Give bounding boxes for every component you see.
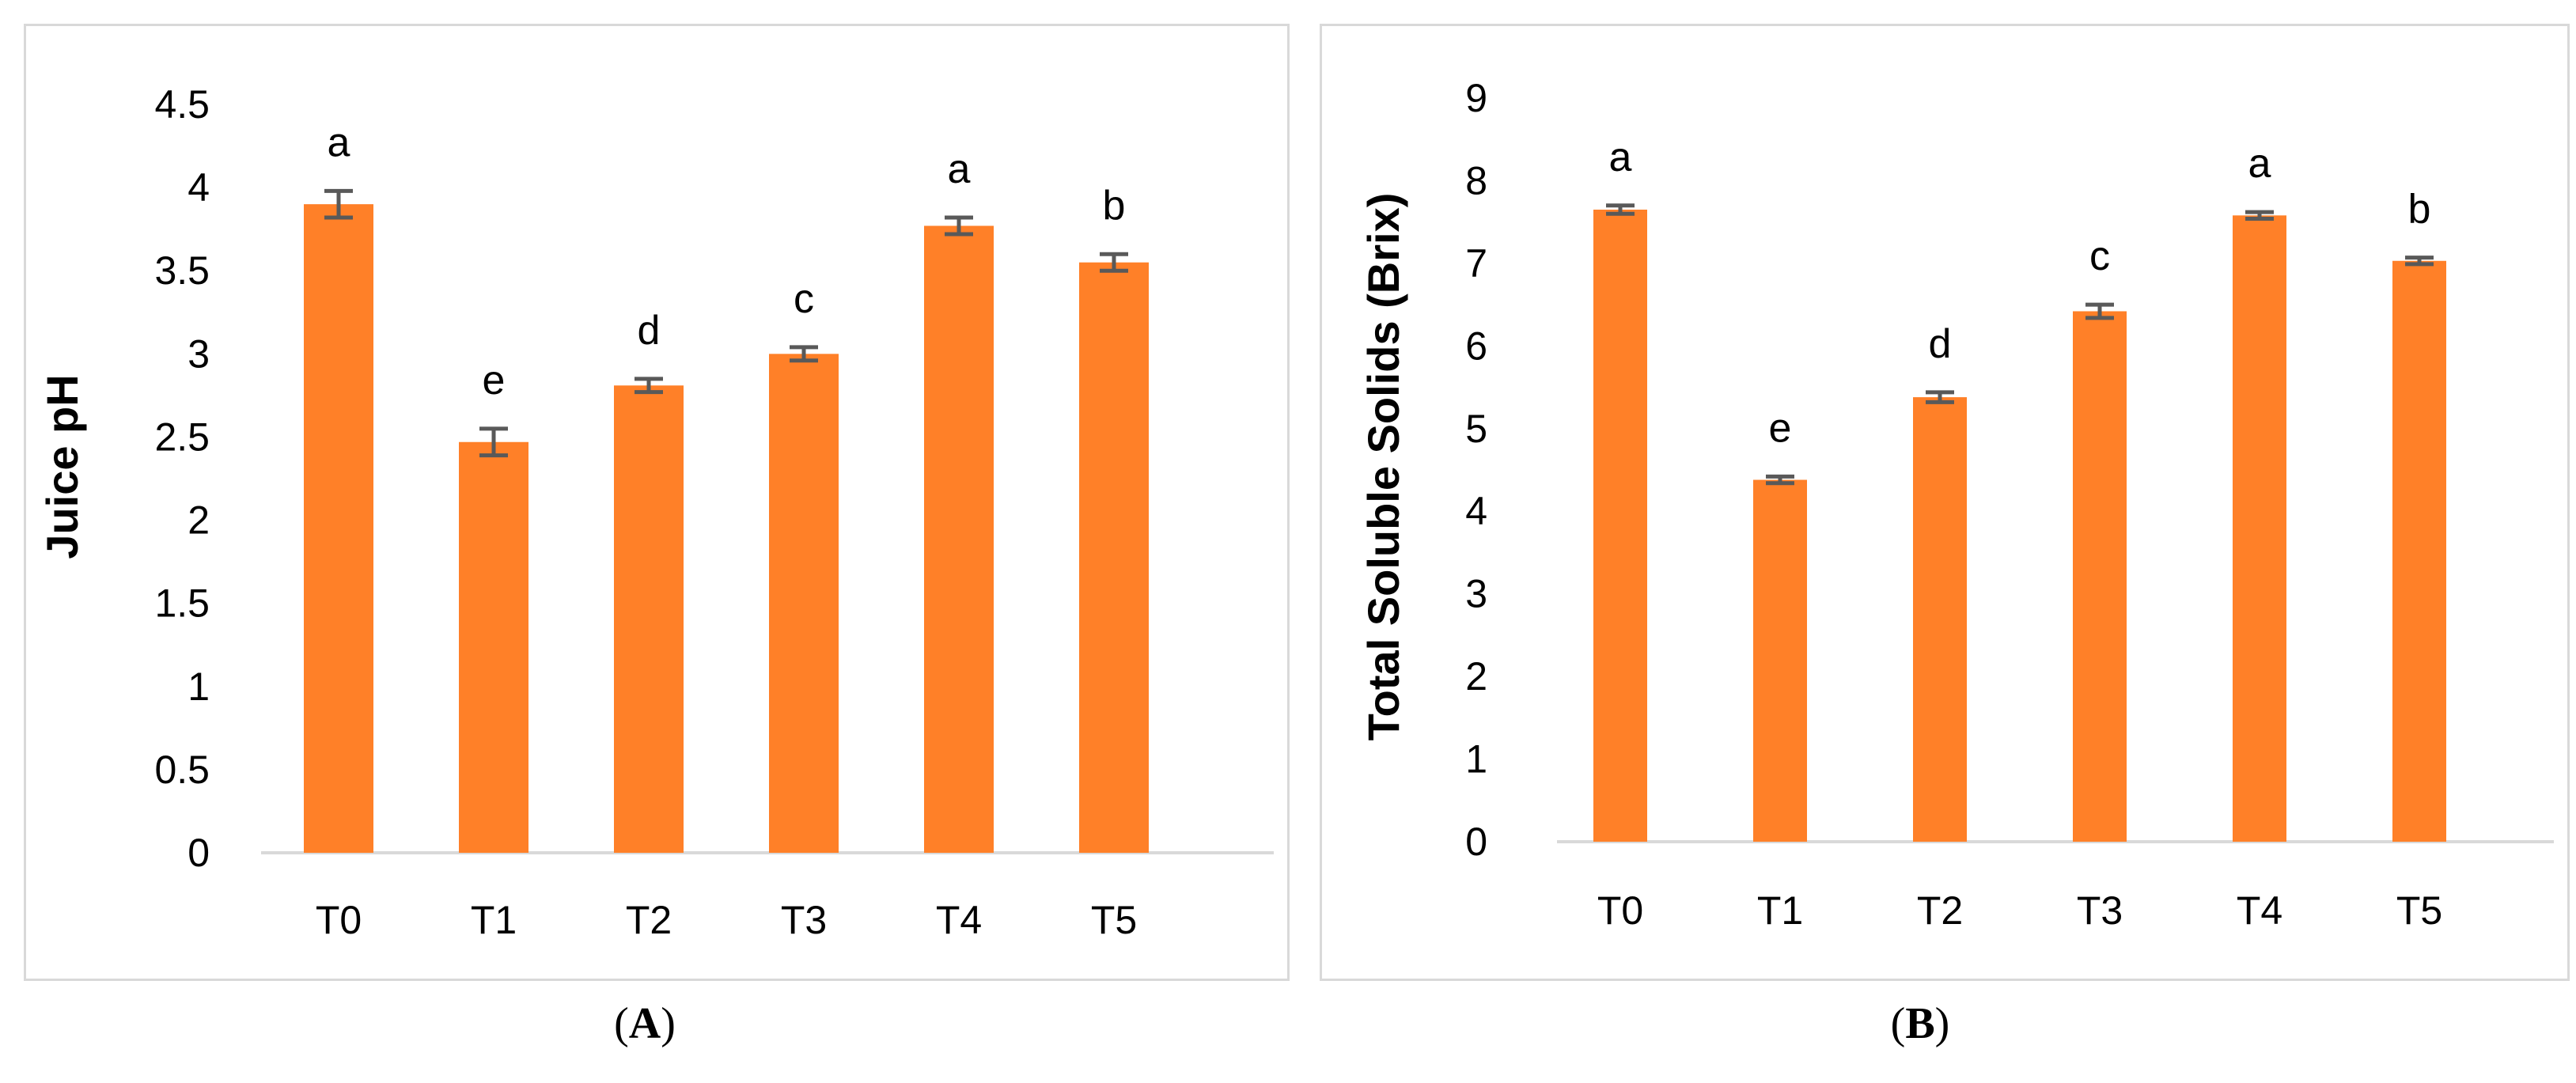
y-tick-label: 1 xyxy=(1465,737,1487,782)
y-tick-label: 4 xyxy=(188,165,210,210)
error-bar-t4 xyxy=(2245,210,2274,221)
caption-a: (A) xyxy=(566,998,724,1049)
error-bar-t5 xyxy=(1100,252,1128,273)
chart-panel-b: 0 1 2 3 4 5 6 7 8 9 Total Soluble Solids (Brix) a T0… xyxy=(1320,24,2570,981)
bar-t4 xyxy=(2233,215,2286,842)
y-tick-label: 2 xyxy=(188,498,210,543)
chart-panel-a: 0 0.5 1 1.5 2 2.5 3 3.5 4 4.5 Juice pH a T0 e T1 d T2 c T3… xyxy=(24,24,1290,981)
bar-t1 xyxy=(459,441,528,853)
y-tick-label: 0.5 xyxy=(154,748,210,792)
bar-t0 xyxy=(1593,210,1647,842)
caption-b-letter: B xyxy=(1905,999,1935,1048)
bar-t1 xyxy=(1753,479,1807,842)
caption-b: (B) xyxy=(1841,998,1999,1049)
significance-letter-t0: a xyxy=(1609,134,1632,180)
y-tick-label: 3.5 xyxy=(154,248,210,293)
caption-a-open: ( xyxy=(614,999,629,1048)
caption-b-open: ( xyxy=(1890,999,1906,1048)
chart-svg-a: 0 0.5 1 1.5 2 2.5 3 3.5 4 4.5 Juice pH a T0 e T1 d T2 c T3… xyxy=(24,24,1290,981)
error-bar-t5 xyxy=(2405,256,2434,267)
error-bar-t3 xyxy=(790,345,818,363)
significance-letter-t4: a xyxy=(948,146,971,192)
error-bar-t1 xyxy=(479,426,508,458)
caption-a-close: ) xyxy=(661,999,676,1048)
x-tick-label: T3 xyxy=(2077,888,2123,933)
x-tick-label: T0 xyxy=(1597,888,1643,933)
error-bar-t4 xyxy=(945,215,973,237)
error-bar-t3 xyxy=(2085,302,2114,320)
bar-t5 xyxy=(1079,262,1149,853)
y-tick-label: 2 xyxy=(1465,654,1487,699)
y-tick-label: 5 xyxy=(1465,407,1487,451)
y-tick-label: 8 xyxy=(1465,158,1487,203)
x-tick-label: T4 xyxy=(2237,888,2282,933)
bar-t0 xyxy=(304,204,373,854)
caption-b-close: ) xyxy=(1934,999,1950,1048)
x-tick-label: T5 xyxy=(1091,898,1137,942)
y-tick-label: 7 xyxy=(1465,241,1487,286)
caption-a-letter: A xyxy=(628,999,661,1048)
significance-letter-t5: b xyxy=(1103,183,1126,229)
bar-t3 xyxy=(2073,311,2127,842)
error-bar-t0 xyxy=(1606,203,1635,216)
bar-t4 xyxy=(924,225,994,853)
x-tick-label: T3 xyxy=(781,898,827,942)
y-tick-label: 6 xyxy=(1465,324,1487,368)
x-tick-label: T4 xyxy=(936,898,982,942)
bar-t2 xyxy=(1913,397,1967,843)
y-tick-label: 1.5 xyxy=(154,581,210,626)
error-bar-t2 xyxy=(1926,390,1954,404)
y-tick-label: 3 xyxy=(1465,572,1487,616)
significance-letter-t3: c xyxy=(794,276,814,322)
significance-letter-t0: a xyxy=(328,119,350,165)
y-tick-label: 9 xyxy=(1465,76,1487,120)
significance-letter-t3: c xyxy=(2089,233,2110,279)
error-bar-t1 xyxy=(1766,474,1794,486)
x-tick-label: T5 xyxy=(2396,888,2442,933)
y-tick-label: 0 xyxy=(1465,820,1487,864)
y-axis-label: Total Soluble Solids (Brix) xyxy=(1358,193,1408,741)
bar-t5 xyxy=(2392,260,2446,842)
chart-svg-b: 0 1 2 3 4 5 6 7 8 9 Total Soluble Solids (Brix) a T0… xyxy=(1320,24,2570,981)
x-tick-label: T2 xyxy=(1917,888,1963,933)
y-tick-label: 2.5 xyxy=(154,415,210,459)
significance-letter-t1: e xyxy=(1769,405,1792,451)
error-bar-t2 xyxy=(635,377,663,395)
y-tick-label: 0 xyxy=(188,831,210,875)
significance-letter-t1: e xyxy=(483,358,506,403)
significance-letter-t2: d xyxy=(638,308,661,354)
bar-t3 xyxy=(769,354,839,853)
y-axis-label: Juice pH xyxy=(37,374,87,559)
y-tick-label: 3 xyxy=(188,331,210,376)
significance-letter-t2: d xyxy=(1929,321,1952,367)
significance-letter-t5: b xyxy=(2408,187,2431,233)
y-tick-label: 4 xyxy=(1465,489,1487,533)
y-tick-label: 4.5 xyxy=(154,82,210,127)
error-bar-t0 xyxy=(324,188,353,220)
y-tick-label: 1 xyxy=(188,665,210,709)
x-tick-label: T2 xyxy=(626,898,672,942)
x-tick-label: T1 xyxy=(1757,888,1803,933)
x-tick-label: T0 xyxy=(316,898,362,942)
significance-letter-t4: a xyxy=(2248,141,2271,187)
bar-t2 xyxy=(614,385,684,854)
x-tick-label: T1 xyxy=(471,898,517,942)
